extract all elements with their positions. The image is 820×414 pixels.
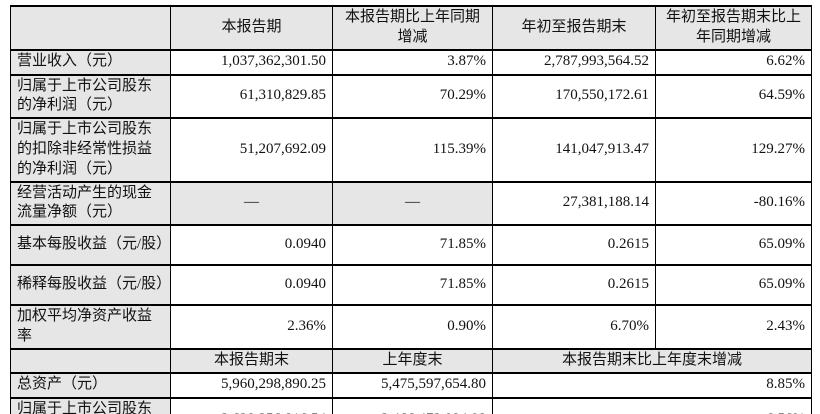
value-ytd: 0.2615 [493, 265, 656, 305]
table-row-weighted-avg-roe: 加权平均净资产收益率 2.36% 0.90% 6.70% 2.43% [11, 305, 812, 349]
top-header-corner [11, 6, 171, 50]
table-row-total-assets: 总资产（元） 5,960,298,890.25 5,475,597,654.80… [11, 373, 812, 398]
value-ytd: 0.2615 [493, 225, 656, 265]
value-current-period: 2.36% [171, 305, 333, 349]
top-header-current-period: 本报告期 [171, 6, 333, 50]
value-current-period: 0.0940 [171, 265, 333, 305]
bottom-header-row: 本报告期末 上年度末 本报告期末比上年度末增减 [11, 349, 812, 373]
row-label: 稀释每股收益（元/股） [11, 265, 171, 305]
row-label: 营业收入（元） [11, 50, 171, 75]
bottom-header-corner [11, 349, 171, 373]
value-yoy-change: 3.87% [333, 50, 493, 75]
value-yoy-change: 0.90% [333, 305, 493, 349]
value-end-of-prior-year: 5,475,597,654.80 [333, 373, 493, 398]
row-label: 归属于上市公司股东的净利润（元） [11, 75, 171, 119]
value-yoy-change: 115.39% [333, 118, 493, 181]
top-header-row: 本报告期 本报告期比上年同期增减 年初至报告期末 年初至报告期末比上年同期增减 [11, 6, 812, 50]
value-end-of-prior-year: 2,466,473,084.98 [333, 398, 493, 414]
value-yoy-change: 71.85% [333, 265, 493, 305]
bottom-header-end-of-period: 本报告期末 [171, 349, 333, 373]
value-change: 8.85% [493, 373, 812, 398]
row-label: 基本每股收益（元/股） [11, 225, 171, 265]
financial-summary-table: 本报告期 本报告期比上年同期增减 年初至报告期末 年初至报告期末比上年同期增减 … [10, 5, 812, 414]
value-end-of-period: 2,628,356,816.54 [171, 398, 333, 414]
value-ytd: 6.70% [493, 305, 656, 349]
top-header-yoy-change: 本报告期比上年同期增减 [333, 6, 493, 50]
value-ytd-yoy-change: -80.16% [656, 182, 812, 226]
row-label: 加权平均净资产收益率 [11, 305, 171, 349]
value-end-of-period: 5,960,298,890.25 [171, 373, 333, 398]
top-header-ytd-yoy-change: 年初至报告期末比上年同期增减 [656, 6, 812, 50]
value-yoy-change-dash: — [333, 182, 493, 226]
top-header-ytd: 年初至报告期末 [493, 6, 656, 50]
bottom-header-change: 本报告期末比上年度末增减 [493, 349, 812, 373]
table-row-revenue: 营业收入（元） 1,037,362,301.50 3.87% 2,787,993… [11, 50, 812, 75]
table-row-owners-equity: 归属于上市公司股东的所有者权益（元） 2,628,356,816.54 2,46… [11, 398, 812, 414]
bottom-header-end-of-prior-year: 上年度末 [333, 349, 493, 373]
row-label: 归属于上市公司股东的所有者权益（元） [11, 398, 171, 414]
value-yoy-change: 71.85% [333, 225, 493, 265]
value-current-period-dash: — [171, 182, 333, 226]
table-row-operating-cash-flow: 经营活动产生的现金流量净额（元） — — 27,381,188.14 -80.1… [11, 182, 812, 226]
value-change: 6.56% [493, 398, 812, 414]
value-current-period: 0.0940 [171, 225, 333, 265]
table-row-net-profit: 归属于上市公司股东的净利润（元） 61,310,829.85 70.29% 17… [11, 75, 812, 119]
value-ytd: 141,047,913.47 [493, 118, 656, 181]
row-label: 总资产（元） [11, 373, 171, 398]
value-yoy-change: 70.29% [333, 75, 493, 119]
value-ytd: 170,550,172.61 [493, 75, 656, 119]
table-row-diluted-eps: 稀释每股收益（元/股） 0.0940 71.85% 0.2615 65.09% [11, 265, 812, 305]
value-current-period: 61,310,829.85 [171, 75, 333, 119]
value-ytd-yoy-change: 64.59% [656, 75, 812, 119]
value-ytd: 2,787,993,564.52 [493, 50, 656, 75]
value-ytd-yoy-change: 2.43% [656, 305, 812, 349]
value-ytd-yoy-change: 65.09% [656, 265, 812, 305]
table-row-basic-eps: 基本每股收益（元/股） 0.0940 71.85% 0.2615 65.09% [11, 225, 812, 265]
value-ytd-yoy-change: 65.09% [656, 225, 812, 265]
value-ytd: 27,381,188.14 [493, 182, 656, 226]
value-ytd-yoy-change: 129.27% [656, 118, 812, 181]
row-label: 归属于上市公司股东的扣除非经常性损益的净利润（元） [11, 118, 171, 181]
value-current-period: 51,207,692.09 [171, 118, 333, 181]
row-label: 经营活动产生的现金流量净额（元） [11, 182, 171, 226]
table-row-net-profit-excl-nonrecurring: 归属于上市公司股东的扣除非经常性损益的净利润（元） 51,207,692.09 … [11, 118, 812, 181]
value-ytd-yoy-change: 6.62% [656, 50, 812, 75]
value-current-period: 1,037,362,301.50 [171, 50, 333, 75]
page: 本报告期 本报告期比上年同期增减 年初至报告期末 年初至报告期末比上年同期增减 … [0, 0, 820, 414]
